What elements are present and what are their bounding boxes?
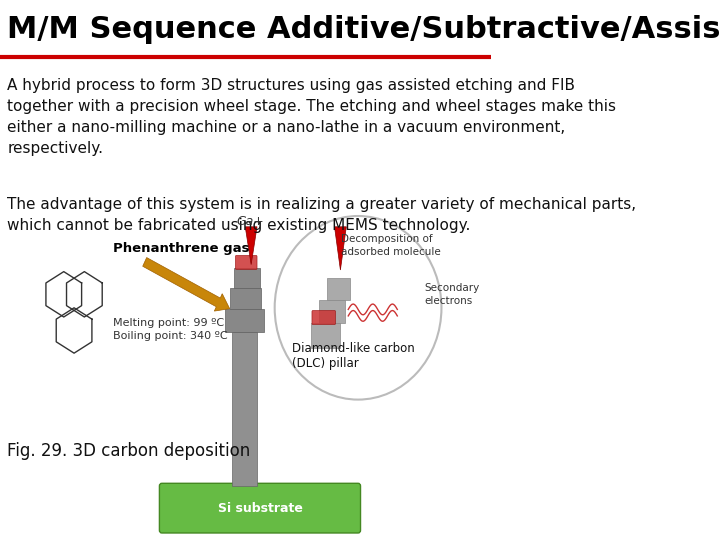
Text: Ga+: Ga+ <box>236 215 264 228</box>
Text: The advantage of this system is in realizing a greater variety of mechanical par: The advantage of this system is in reali… <box>7 197 636 233</box>
Bar <box>319 300 345 323</box>
FancyBboxPatch shape <box>159 483 361 533</box>
Polygon shape <box>335 227 346 270</box>
FancyArrow shape <box>143 258 230 311</box>
Text: Diamond-like carbon
(DLC) pillar: Diamond-like carbon (DLC) pillar <box>292 342 415 370</box>
Text: Phenanthrene gas: Phenanthrene gas <box>113 242 249 255</box>
Text: Si substrate: Si substrate <box>217 502 302 515</box>
Text: M/M Sequence Additive/Subtractive/Assistive: M/M Sequence Additive/Subtractive/Assist… <box>7 15 720 44</box>
Bar <box>312 323 340 348</box>
FancyBboxPatch shape <box>235 255 257 269</box>
Text: Fig. 29. 3D carbon deposition: Fig. 29. 3D carbon deposition <box>7 442 251 460</box>
Bar <box>225 309 264 332</box>
FancyBboxPatch shape <box>312 310 336 325</box>
Text: Melting point: 99 ºC
Boiling point: 340 ºC: Melting point: 99 ºC Boiling point: 340 … <box>113 318 228 341</box>
Bar <box>232 332 257 486</box>
Polygon shape <box>246 227 257 265</box>
Bar <box>230 288 261 309</box>
Text: A hybrid process to form 3D structures using gas assisted etching and FIB
togeth: A hybrid process to form 3D structures u… <box>7 78 616 156</box>
Text: Secondary
electrons: Secondary electrons <box>424 283 480 306</box>
Bar <box>235 268 260 288</box>
Text: Decomposition of
adsorbed molecule: Decomposition of adsorbed molecule <box>341 234 441 257</box>
Bar <box>327 278 350 300</box>
